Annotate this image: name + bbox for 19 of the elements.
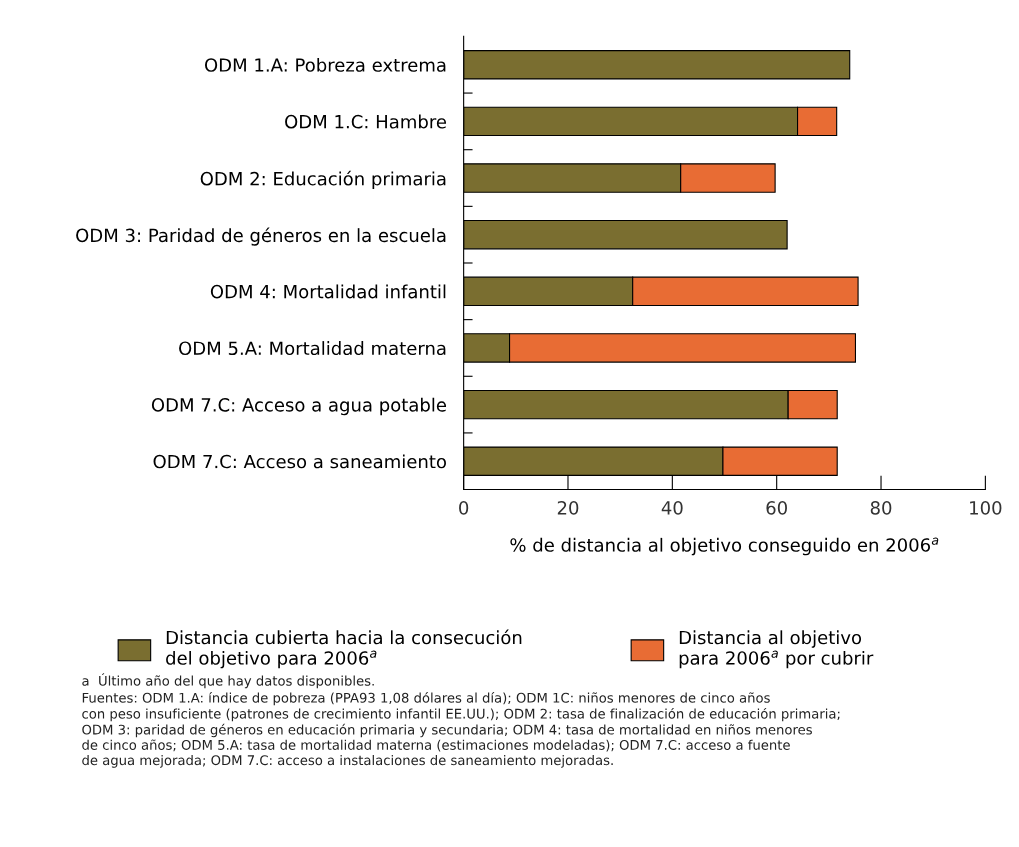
x-tick-label: 20	[557, 501, 579, 515]
x-tick-label: 100	[970, 501, 1002, 515]
y-tick-label: ODM 1.C: Hambre	[285, 114, 447, 129]
y-tick-label: ODM 2: Educación primaria	[200, 170, 446, 189]
x-tick-label: 80	[870, 501, 892, 515]
x-axis-title: % de distancia al objetivo conseguido en 2006$^{a}$	[510, 537, 939, 556]
y-tick-label: ODM 3: Paridad de géneros en la escuela	[76, 227, 446, 246]
x-tick-label: 60	[766, 501, 787, 515]
legend-label: Distancia al objetivo para 2006$^{a}$ por cubrir	[679, 630, 874, 669]
y-tick-label: ODM 7.C: Acceso a saneamiento	[153, 454, 446, 469]
x-tick-label: 40	[661, 501, 683, 515]
y-tick-label: ODM 1.A: Pobreza extrema	[204, 57, 446, 72]
y-tick-label: ODM 5.A: Mortalidad materna	[179, 341, 446, 356]
x-tick-label: 0	[459, 501, 469, 515]
y-tick-label: ODM 7.C: Acceso a agua potable	[151, 397, 447, 416]
text: a Último año del que hay datos disponibles.	[82, 673, 374, 689]
legend-label: Distancia cubierta hacia la consecución del objetivo para 2006$^{a}$	[166, 629, 522, 669]
source-note: Fuentes: ODM 1.A: índice de pobreza (PPA93 1,08 dólares al día); ODM 1C: niños menores de cinco años con peso insuficiente (patrones de crecimiento infantil EE.UU.); ODM 2: tasa de finalización de educación primaria; ODM 3: paridad de géneros en educación primaria y secundaria; ODM 4: tasa de mortalidad en niños menores de cinco años; ODM 5.A: tasa de mortalidad materna (estimaciones modeladas); ODM 7.C: acceso a fuente de agua mejorada; ODM 7.C: acceso a instalaciones de saneamiento mejoradas.	[82, 692, 840, 768]
y-tick-label: ODM 4: Mortalidad infantil	[210, 284, 446, 299]
